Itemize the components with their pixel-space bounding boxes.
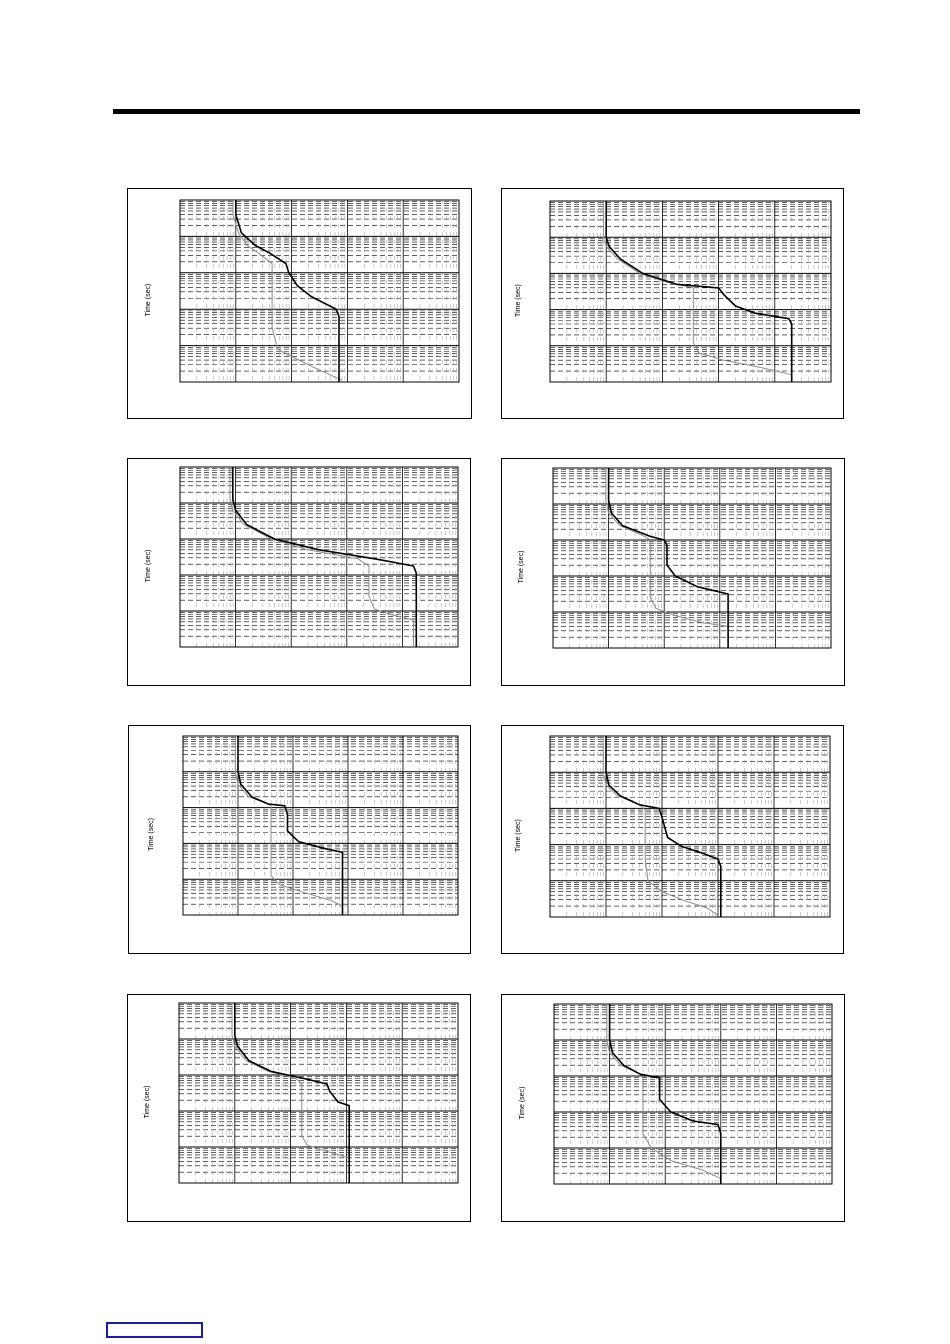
series-line-black (607, 468, 729, 648)
plot-frame (549, 735, 831, 918)
plot-grid (552, 467, 832, 649)
series-line-black (608, 1004, 722, 1184)
series-line-gray (234, 736, 343, 907)
series-line-gray (232, 200, 343, 381)
y-axis-label: Time (sec) (144, 1086, 151, 1119)
series-line-gray (229, 467, 414, 647)
series-line-black (237, 736, 344, 915)
chart-8: Time (sec) (519, 1003, 833, 1185)
chart-5: Time (sec) (148, 735, 459, 916)
y-axis-label: Time (sec) (145, 550, 152, 583)
series-line-gray (606, 1004, 722, 1180)
plot-frame (182, 735, 459, 916)
chart-panel-1: Time (sec) (127, 188, 472, 419)
chart-panel-3: Time (sec) (127, 458, 471, 686)
series-line-black (232, 467, 418, 647)
y-axis-label: Time (sec) (145, 284, 152, 317)
header-rule (113, 109, 860, 114)
plot-grid (553, 1003, 833, 1185)
plot-frame (179, 466, 459, 648)
chart-1: Time (sec) (145, 199, 460, 383)
y-axis-label: Time (sec) (148, 818, 155, 851)
footer-box (106, 1322, 203, 1338)
chart-panel-5: Time (sec) (128, 725, 471, 954)
series-line-black (234, 1003, 350, 1183)
plot-frame (552, 467, 832, 649)
plot-grid (182, 735, 459, 916)
chart-panel-6: Time (sec) (501, 725, 844, 954)
chart-7: Time (sec) (144, 1002, 459, 1184)
plot-grid (549, 735, 831, 918)
plot-frame (549, 200, 832, 383)
series-line-black (605, 736, 722, 917)
chart-6: Time (sec) (515, 735, 831, 918)
y-axis-label: Time (sec) (519, 1087, 526, 1120)
plot-frame (179, 199, 460, 383)
series-line-gray (605, 468, 729, 627)
series-line-black (605, 201, 793, 382)
chart-3: Time (sec) (145, 466, 459, 648)
chart-panel-7: Time (sec) (127, 994, 471, 1222)
plot-grid (179, 199, 460, 383)
y-axis-label: Time (sec) (515, 284, 522, 317)
chart-panel-8: Time (sec) (501, 994, 845, 1222)
chart-2: Time (sec) (515, 200, 832, 383)
plot-frame (553, 1003, 833, 1185)
plot-frame (178, 1002, 459, 1184)
series-line-gray (602, 736, 719, 916)
plot-grid (178, 1002, 459, 1184)
chart-4: Time (sec) (518, 467, 832, 649)
y-axis-label: Time (sec) (518, 551, 525, 584)
chart-panel-4: Time (sec) (501, 458, 845, 686)
series-line-gray (231, 1003, 350, 1169)
plot-grid (549, 200, 832, 383)
series-line-black (235, 200, 340, 382)
chart-panel-2: Time (sec) (501, 188, 844, 419)
y-axis-label: Time (sec) (515, 819, 522, 852)
